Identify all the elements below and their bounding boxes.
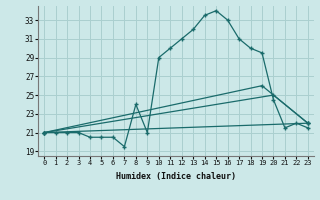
X-axis label: Humidex (Indice chaleur): Humidex (Indice chaleur) (116, 172, 236, 181)
